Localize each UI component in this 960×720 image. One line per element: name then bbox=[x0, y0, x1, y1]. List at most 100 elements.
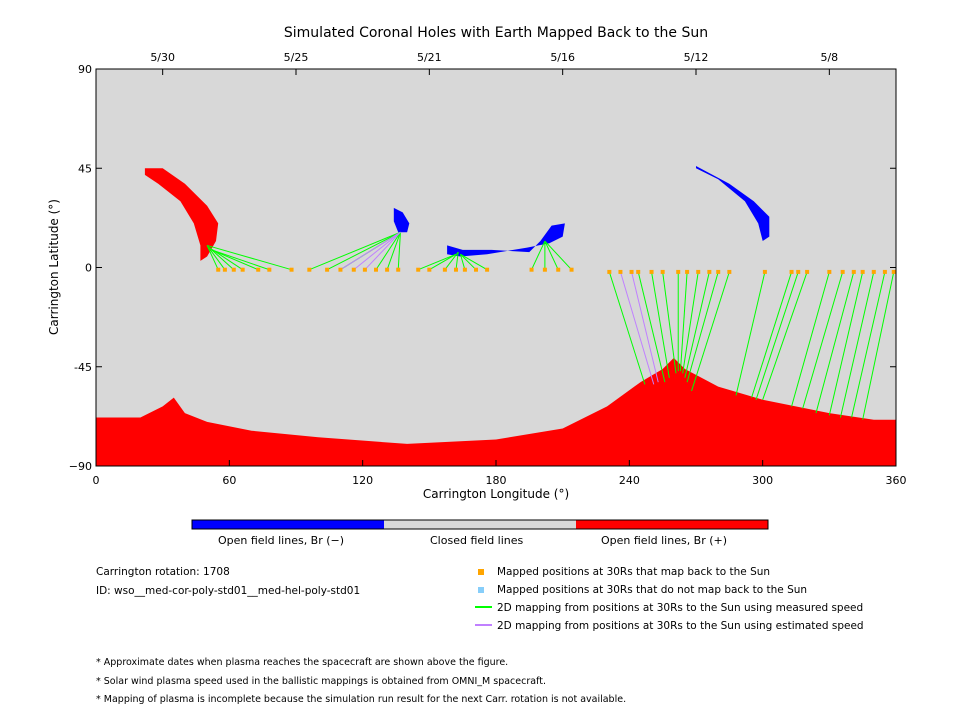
mapped-point bbox=[267, 267, 272, 272]
mapped-point bbox=[569, 267, 574, 272]
mapped-point bbox=[307, 267, 312, 272]
mapping-line-measured bbox=[755, 271, 799, 400]
note-incomplete: * Mapping of plasma is incomplete becaus… bbox=[96, 694, 627, 705]
mapping-line-measured bbox=[459, 254, 466, 270]
coronal-hole-mid-neg-2 bbox=[447, 223, 565, 257]
y-axis-label: Carrington Latitude (°) bbox=[47, 199, 61, 335]
y-tick-label: 0 bbox=[85, 262, 92, 275]
mapped-point bbox=[891, 269, 896, 274]
mapped-point bbox=[556, 267, 561, 272]
mapping-line-measured bbox=[211, 249, 259, 271]
mapped-point bbox=[727, 269, 732, 274]
y-tick-label: 45 bbox=[78, 162, 92, 175]
measured-line-swatch bbox=[475, 606, 492, 608]
mapping-line-measured bbox=[662, 271, 677, 374]
mapping-line-measured bbox=[791, 271, 830, 407]
mapping-line-measured bbox=[828, 271, 864, 416]
x-tick-label: 120 bbox=[352, 474, 373, 487]
axes: 0 60 120 180 240 300 360 −90 -45 0 45 90 5/30 5/25 5/2… bbox=[69, 51, 907, 487]
simulation-id-text: ID: wso__med-cor-poly-std01__med-hel-pol… bbox=[96, 585, 361, 597]
colorbar bbox=[191, 519, 769, 530]
mapped-point bbox=[462, 267, 467, 272]
mapping-line-measured bbox=[455, 251, 459, 270]
mapping-line-measured bbox=[544, 240, 572, 271]
y-tick-label: -45 bbox=[74, 361, 92, 374]
top-date-label: 5/21 bbox=[417, 51, 442, 64]
mapping-line-measured bbox=[326, 231, 401, 271]
mapped-point bbox=[882, 269, 887, 274]
note-speed-source: * Solar wind plasma speed used in the ba… bbox=[96, 676, 546, 687]
mapped-point bbox=[805, 269, 810, 274]
coronal-holes bbox=[96, 166, 896, 466]
colorbar-segment bbox=[576, 520, 768, 529]
mapped-point bbox=[636, 269, 641, 274]
mapping-line-measured bbox=[309, 231, 401, 271]
legend-estimated-label: 2D mapping from positions at 30Rs to the… bbox=[497, 620, 864, 632]
mapped-point bbox=[607, 269, 612, 274]
mapped-point bbox=[474, 267, 478, 272]
mapped-point bbox=[542, 267, 547, 272]
mapped-point bbox=[716, 269, 721, 274]
mapping-line-estimated bbox=[631, 271, 659, 383]
mapping-line-estimated bbox=[364, 231, 401, 271]
mapping-line-measured bbox=[206, 245, 226, 271]
top-date-label: 5/25 bbox=[284, 51, 309, 64]
mapped-point bbox=[685, 269, 690, 274]
mapping-line-measured bbox=[608, 271, 646, 385]
colorbar-segment bbox=[384, 520, 576, 529]
mapped-point bbox=[351, 267, 356, 272]
y-tick-label: 90 bbox=[78, 63, 92, 76]
mapping-line-measured bbox=[637, 271, 666, 383]
x-tick-label: 180 bbox=[486, 474, 507, 487]
mapped-point bbox=[529, 267, 534, 272]
mapping-lines bbox=[206, 231, 895, 420]
legend-mapped-label: Mapped positions at 30Rs that map back t… bbox=[497, 566, 771, 578]
mapping-line-measured bbox=[691, 271, 730, 392]
mapping-line-measured bbox=[418, 253, 457, 271]
colorbar-segment bbox=[192, 520, 384, 529]
mapping-line-measured bbox=[429, 253, 457, 271]
mapping-line-measured bbox=[206, 245, 219, 270]
mapped-point bbox=[325, 267, 330, 272]
mapped-point bbox=[222, 267, 227, 272]
mapping-line-measured bbox=[397, 232, 401, 270]
mapping-line-measured bbox=[751, 271, 793, 398]
mapping-line-measured bbox=[211, 249, 270, 271]
mapping-line-measured bbox=[208, 247, 235, 271]
mapped-point bbox=[851, 269, 856, 274]
legend-unmapped-label: Mapped positions at 30Rs that do not map… bbox=[497, 584, 808, 596]
x-tick-label: 0 bbox=[93, 474, 100, 487]
coronal-hole-chart: Simulated Coronal Holes with Earth Mappe… bbox=[47, 25, 907, 530]
mapping-line-measured bbox=[206, 244, 292, 271]
mapped-point bbox=[427, 267, 432, 272]
mapped-point bbox=[385, 267, 390, 272]
colorbar-label-negative: Open field lines, Br (−) bbox=[218, 534, 345, 547]
mapped-point bbox=[696, 269, 701, 274]
x-tick-label: 360 bbox=[886, 474, 907, 487]
mapping-line-measured bbox=[735, 271, 766, 396]
top-date-label: 5/16 bbox=[550, 51, 575, 64]
top-date-label: 5/8 bbox=[820, 51, 838, 64]
mapping-line-measured bbox=[802, 271, 844, 409]
mapped-points bbox=[216, 267, 896, 274]
top-date-label: 5/30 bbox=[150, 51, 175, 64]
mapped-point bbox=[231, 267, 236, 272]
mapped-point bbox=[338, 267, 343, 272]
mapped-point bbox=[442, 267, 447, 272]
mapped-point bbox=[676, 269, 681, 274]
mapped-point bbox=[618, 269, 623, 274]
mapping-line-measured bbox=[375, 231, 401, 270]
mapping-line-measured bbox=[651, 271, 670, 378]
mapped-point bbox=[362, 267, 367, 272]
mapping-line-estimated bbox=[353, 231, 401, 271]
mapped-point bbox=[485, 267, 490, 272]
coronal-hole-mid-neg-1 bbox=[393, 207, 410, 233]
mapping-line-measured bbox=[460, 253, 477, 271]
carrington-rotation-text: Carrington rotation: 1708 bbox=[96, 566, 230, 578]
coronal-hole-south-polar bbox=[96, 357, 896, 466]
mapping-line-measured bbox=[682, 271, 699, 374]
colorbar-label-positive: Open field lines, Br (+) bbox=[601, 534, 728, 547]
mapped-point bbox=[216, 267, 221, 272]
legend-measured-label: 2D mapping from positions at 30Rs to the… bbox=[497, 602, 864, 614]
mapping-line-measured bbox=[679, 271, 688, 372]
